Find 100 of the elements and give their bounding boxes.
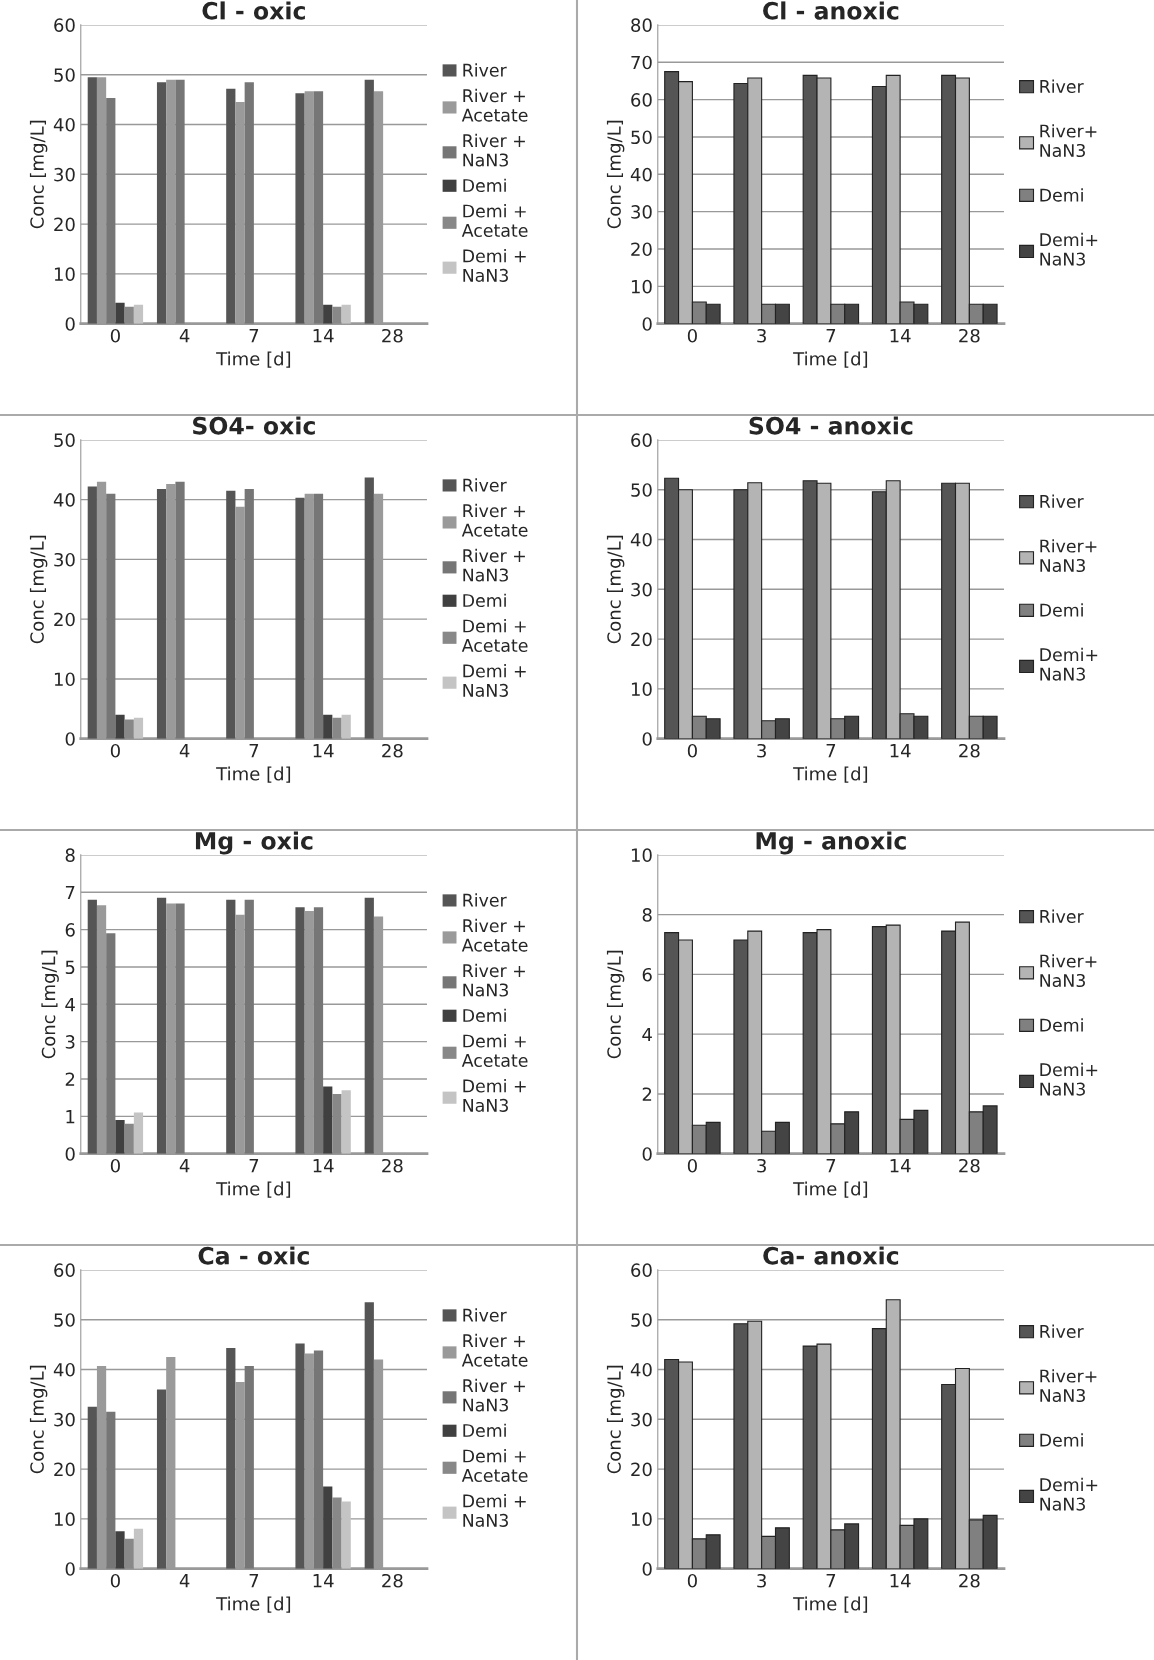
x-tick-label: 14 (313, 329, 334, 343)
bar (313, 907, 324, 1154)
y-tick-label: 40 (630, 1362, 652, 1377)
y-axis-title: Conc [mg/L] (606, 120, 625, 229)
x-tick-label: 0 (687, 328, 697, 343)
x-tick-label: 28 (382, 1158, 403, 1173)
y-axis-title: Conc [mg/L] (29, 535, 48, 644)
legend-label: Demi (463, 1423, 506, 1438)
y-axis-title: Conc [mg/L] (606, 950, 625, 1059)
bar (115, 714, 125, 739)
legend-label: Demi (1040, 603, 1083, 617)
x-axis-title: Time [d] (793, 351, 868, 368)
legend-label: River + Acetate (461, 918, 528, 952)
y-axis-title: Conc [mg/L] (29, 120, 48, 229)
x-axis-title: Time [d] (216, 766, 291, 783)
y-tick-label: 2 (65, 1072, 75, 1086)
y-tick-label: 60 (631, 1263, 652, 1278)
y-tick-label: 80 (631, 18, 652, 33)
bar (313, 91, 324, 324)
bar (87, 899, 97, 1154)
x-tick-label: 4 (179, 1574, 190, 1588)
x-tick-label: 14 (890, 1159, 911, 1173)
legend-label: River (463, 1308, 507, 1322)
y-tick-label: 30 (54, 167, 75, 182)
y-tick-label: 40 (630, 532, 652, 547)
bar (87, 77, 97, 324)
bar (244, 82, 254, 324)
y-tick-label: 4 (642, 1027, 652, 1042)
bar (295, 1343, 305, 1569)
bar (124, 719, 134, 739)
y-tick-label: 10 (631, 682, 652, 697)
bar (124, 306, 134, 324)
y-tick-label: 7 (65, 885, 75, 900)
legend-label: Demi (463, 178, 506, 193)
y-tick-label: 40 (53, 493, 75, 507)
legend-label: Demi (1040, 188, 1083, 202)
bar (364, 897, 374, 1154)
y-tick-label: 8 (642, 908, 652, 922)
legend-label: Demi + NaN3 (463, 664, 526, 697)
y-tick-label: 50 (631, 1313, 652, 1327)
legend-label: Demi + NaN3 (463, 1079, 526, 1112)
bar (332, 717, 342, 739)
x-tick-label: 7 (249, 1574, 259, 1588)
x-tick-label: 28 (959, 328, 980, 343)
bar (244, 899, 254, 1154)
bar (226, 490, 236, 739)
bar (226, 899, 236, 1154)
x-tick-label: 14 (313, 744, 334, 758)
y-tick-label: 30 (631, 582, 652, 597)
legend-label: Demi + Acetate (461, 619, 528, 652)
bar (295, 93, 305, 324)
chart-title: SO4 - anoxic (749, 416, 913, 435)
bar (313, 493, 324, 739)
y-tick-label: 40 (53, 117, 75, 132)
legend-label: River + NaN3 (463, 1378, 525, 1412)
y-tick-label: 40 (630, 167, 652, 182)
legend-label: Demi + NaN3 (463, 1494, 526, 1527)
y-tick-label: 0 (65, 1147, 75, 1161)
x-tick-label: 0 (110, 328, 120, 343)
y-tick-label: 60 (54, 1263, 75, 1278)
x-tick-label: 28 (382, 328, 403, 343)
bar (364, 1302, 374, 1569)
y-tick-label: 4 (65, 998, 75, 1012)
x-tick-label: 0 (110, 1573, 120, 1588)
x-tick-label: 4 (179, 1159, 190, 1173)
y-tick-label: 0 (642, 1147, 652, 1161)
bar (156, 82, 167, 324)
y-tick-label: 40 (53, 1362, 75, 1377)
legend-label: Demi+ NaN3 (1040, 1062, 1098, 1096)
legend-label: Demi + Acetate (461, 204, 528, 237)
bar (295, 907, 305, 1154)
y-axis-title: Conc [mg/L] (606, 535, 625, 644)
x-tick-label: 14 (313, 1574, 334, 1588)
x-tick-label: 3 (757, 328, 766, 343)
y-tick-label: 20 (631, 632, 652, 647)
y-tick-label: 10 (631, 848, 652, 863)
legend-label: River (1040, 1324, 1084, 1339)
y-tick-label: 0 (642, 317, 652, 331)
x-tick-label: 14 (890, 744, 911, 758)
legend-label: River+ NaN3 (1040, 954, 1097, 988)
bar (323, 714, 333, 739)
bar (364, 477, 374, 739)
y-tick-label: 0 (65, 317, 75, 331)
y-axis-title: Conc [mg/L] (606, 1365, 625, 1474)
y-tick-label: 0 (65, 1562, 75, 1576)
y-tick-label: 1 (66, 1110, 75, 1124)
y-tick-label: 50 (54, 68, 75, 82)
x-tick-label: 28 (959, 743, 980, 758)
y-tick-label: 30 (631, 1412, 652, 1427)
legend-label: River + Acetate (461, 88, 528, 122)
bar (175, 903, 185, 1154)
y-tick-label: 3 (65, 1035, 75, 1049)
chart-title: SO4- oxic (193, 416, 315, 435)
x-tick-label: 4 (179, 744, 190, 758)
x-axis-title: Time [d] (216, 351, 291, 368)
bar (124, 1538, 134, 1569)
y-tick-label: 50 (54, 1313, 75, 1327)
bar (87, 1406, 97, 1569)
legend-label: River (463, 478, 507, 492)
y-tick-label: 50 (54, 433, 75, 448)
